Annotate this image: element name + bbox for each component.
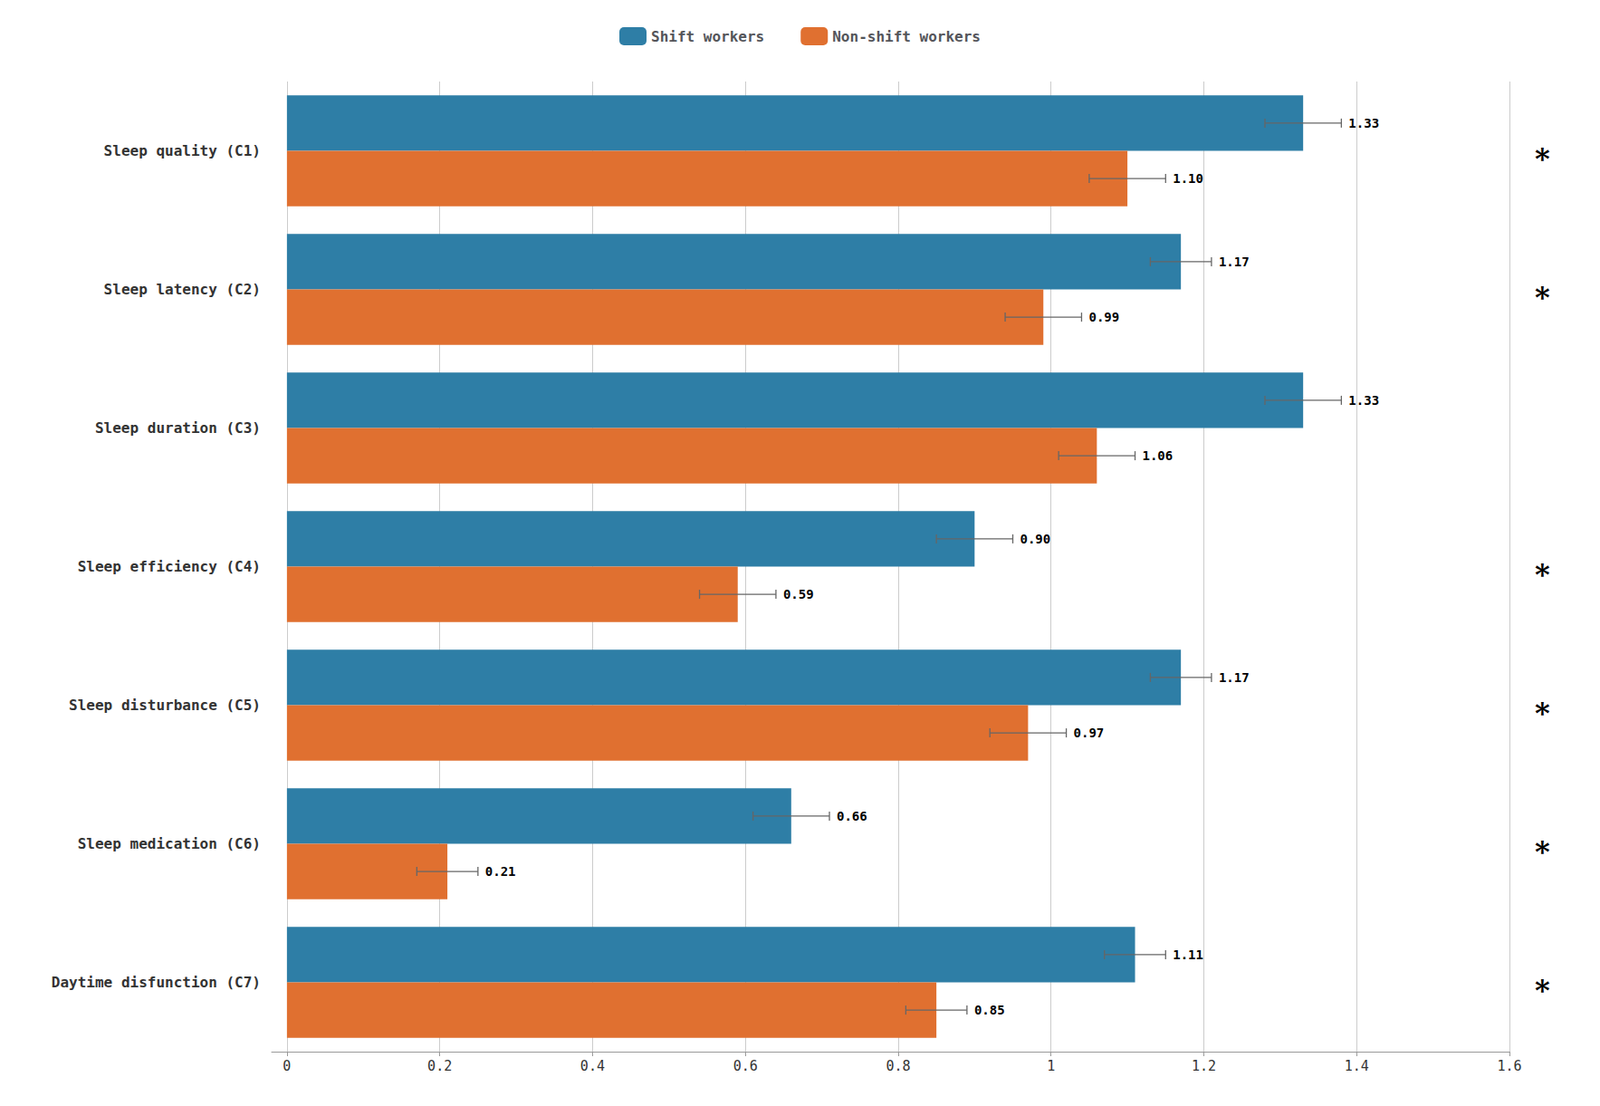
svg-text:0.66: 0.66 [836, 808, 868, 824]
svg-text:0.2: 0.2 [427, 1057, 452, 1074]
svg-text:*: * [1534, 695, 1551, 730]
svg-text:Sleep duration (C3): Sleep duration (C3) [95, 419, 261, 437]
svg-text:0: 0 [282, 1057, 291, 1074]
svg-text:1.6: 1.6 [1496, 1057, 1522, 1074]
svg-text:Sleep efficiency (C4): Sleep efficiency (C4) [77, 557, 261, 575]
svg-text:1.06: 1.06 [1142, 448, 1174, 463]
svg-text:*: * [1534, 141, 1551, 176]
svg-text:1.11: 1.11 [1172, 947, 1204, 962]
svg-text:0.4: 0.4 [580, 1057, 605, 1074]
svg-text:0.99: 0.99 [1088, 309, 1120, 325]
svg-text:0.90: 0.90 [1020, 531, 1052, 547]
svg-text:Shift workers: Shift workers [651, 28, 765, 46]
svg-text:1.17: 1.17 [1218, 670, 1250, 685]
svg-text:1.33: 1.33 [1348, 115, 1380, 131]
svg-text:0.59: 0.59 [783, 586, 815, 602]
svg-text:*: * [1534, 279, 1551, 315]
svg-text:Sleep quality (C1): Sleep quality (C1) [104, 142, 261, 160]
svg-text:Sleep medication (C6): Sleep medication (C6) [77, 834, 261, 853]
svg-text:0.21: 0.21 [485, 863, 517, 879]
svg-text:Sleep latency (C2): Sleep latency (C2) [104, 280, 261, 298]
svg-text:1.17: 1.17 [1218, 254, 1250, 269]
svg-text:1: 1 [1046, 1057, 1055, 1074]
svg-text:Sleep disturbance (C5): Sleep disturbance (C5) [68, 696, 261, 714]
svg-text:0.8: 0.8 [885, 1057, 911, 1074]
svg-text:Non-shift workers: Non-shift workers [832, 28, 981, 46]
svg-text:*: * [1534, 556, 1551, 592]
svg-text:0.97: 0.97 [1073, 725, 1105, 740]
svg-text:1.10: 1.10 [1172, 171, 1204, 186]
svg-text:1.33: 1.33 [1348, 392, 1380, 408]
svg-text:*: * [1534, 833, 1551, 869]
svg-text:*: * [1534, 972, 1551, 1007]
svg-text:Daytime disfunction (C7): Daytime disfunction (C7) [51, 973, 261, 991]
svg-text:0.6: 0.6 [733, 1057, 758, 1074]
svg-text:1.2: 1.2 [1191, 1057, 1217, 1074]
svg-text:1.4: 1.4 [1344, 1057, 1370, 1074]
svg-text:0.85: 0.85 [974, 1002, 1006, 1017]
